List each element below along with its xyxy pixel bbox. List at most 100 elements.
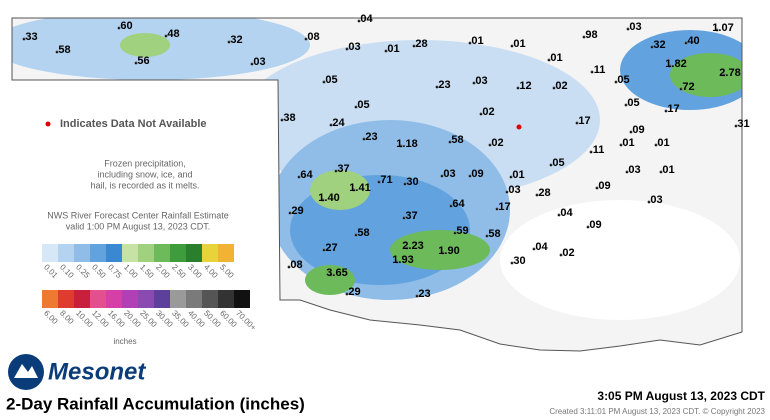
station-value: .03 — [345, 41, 360, 53]
station-value: 1.93 — [392, 254, 413, 266]
legend-label: 0.50 — [90, 263, 108, 281]
station-value: .33 — [22, 31, 37, 43]
station-value: .64 — [449, 198, 465, 210]
station-value: .01 — [468, 35, 483, 47]
station-dot — [322, 248, 326, 252]
station-value: .09 — [468, 168, 483, 180]
station-dot — [164, 34, 168, 38]
station-value: .37 — [334, 163, 349, 175]
station-dot — [345, 292, 349, 296]
station-value: .08 — [304, 31, 319, 43]
station-value: .05 — [322, 74, 337, 86]
station-value: .01 — [619, 137, 634, 149]
station-value: .08 — [287, 259, 302, 271]
station-value: .03 — [440, 168, 455, 180]
station-dot — [377, 180, 381, 184]
station-dot — [715, 28, 719, 32]
title: 2-Day Rainfall Accumulation (inches) — [6, 394, 305, 413]
station-value: 1.18 — [396, 138, 417, 150]
legend: 0.010.100.250.500.751.001.502.002.503.00… — [42, 244, 258, 333]
station-dot — [441, 251, 445, 255]
legend-label: 35.00 — [170, 309, 191, 330]
station-value: .01 — [547, 52, 562, 64]
station-dot — [399, 144, 403, 148]
station-dot — [557, 213, 561, 217]
station-value: 1.82 — [665, 58, 686, 70]
station-value: .58 — [354, 227, 369, 239]
station-value: .24 — [329, 117, 345, 129]
legend-swatch — [170, 290, 186, 308]
legend-swatch — [202, 244, 218, 262]
legend-swatch — [74, 244, 90, 262]
station-value: .09 — [629, 124, 644, 136]
station-value: .71 — [377, 174, 392, 186]
station-value: .17 — [495, 201, 510, 213]
station-dot — [287, 265, 291, 269]
station-value: .02 — [479, 106, 494, 118]
legend-swatch — [90, 290, 106, 308]
legend-unit: inches — [113, 337, 136, 346]
legend-label: 3.00 — [186, 263, 204, 281]
station-dot — [659, 170, 663, 174]
station-dot — [395, 260, 399, 264]
legend-swatch — [42, 244, 58, 262]
station-dot — [352, 188, 356, 192]
legend-label: 8.00 — [58, 309, 76, 327]
station-dot — [227, 40, 231, 44]
station-dot — [619, 143, 623, 147]
station-value: 1.41 — [349, 182, 370, 194]
legend-swatch — [106, 244, 122, 262]
station-dot — [505, 190, 509, 194]
station-dot — [329, 273, 333, 277]
station-dot — [552, 86, 556, 90]
station-dot — [647, 200, 651, 204]
station-dot — [485, 234, 489, 238]
legend-swatch — [58, 290, 74, 308]
legend-label: 12.00 — [90, 309, 111, 330]
station-value: .40 — [684, 35, 699, 47]
missing-dot — [45, 121, 51, 127]
legend-swatch — [186, 290, 202, 308]
station-dot — [440, 174, 444, 178]
station-dot — [288, 211, 292, 215]
station-dot — [453, 231, 457, 235]
missing-note: Indicates Data Not Available — [60, 118, 207, 130]
state-outline — [11, 17, 743, 352]
station-dot — [590, 70, 594, 74]
legend-label: 10.00 — [74, 309, 95, 330]
station-dot — [684, 41, 688, 45]
station-dot — [117, 26, 121, 30]
station-value: .03 — [250, 56, 265, 68]
legend-label: 0.01 — [42, 263, 60, 281]
station-value: .30 — [403, 176, 418, 188]
station-dot — [516, 86, 520, 90]
station-dot — [402, 216, 406, 220]
station-dot — [549, 163, 553, 167]
station-value: .23 — [362, 131, 377, 143]
station-value: .01 — [509, 169, 524, 181]
station-dot — [362, 137, 366, 141]
station-dot — [624, 103, 628, 107]
forecast-note: NWS River Forecast Center Rainfall Estim… — [47, 210, 229, 220]
legend-swatch — [154, 290, 170, 308]
frozen-note: Frozen precipitation, — [104, 158, 186, 168]
station-dot — [668, 64, 672, 68]
station-dot — [582, 35, 586, 39]
station-dot — [650, 45, 654, 49]
station-value: .23 — [415, 288, 430, 300]
station-value: .03 — [647, 194, 662, 206]
station-value: .17 — [664, 103, 679, 115]
station-value: 1.90 — [438, 245, 459, 257]
legend-swatch — [218, 244, 234, 262]
station-value: .12 — [516, 80, 531, 92]
legend-swatch — [106, 290, 122, 308]
station-dot — [488, 143, 492, 147]
station-value: .04 — [357, 13, 373, 25]
station-value: 2.23 — [402, 240, 423, 252]
station-dot — [468, 174, 472, 178]
legend-swatch — [202, 290, 218, 308]
legend-swatch — [234, 290, 250, 308]
station-dot — [250, 62, 254, 66]
station-dot — [532, 247, 536, 251]
station-dot — [586, 225, 590, 229]
